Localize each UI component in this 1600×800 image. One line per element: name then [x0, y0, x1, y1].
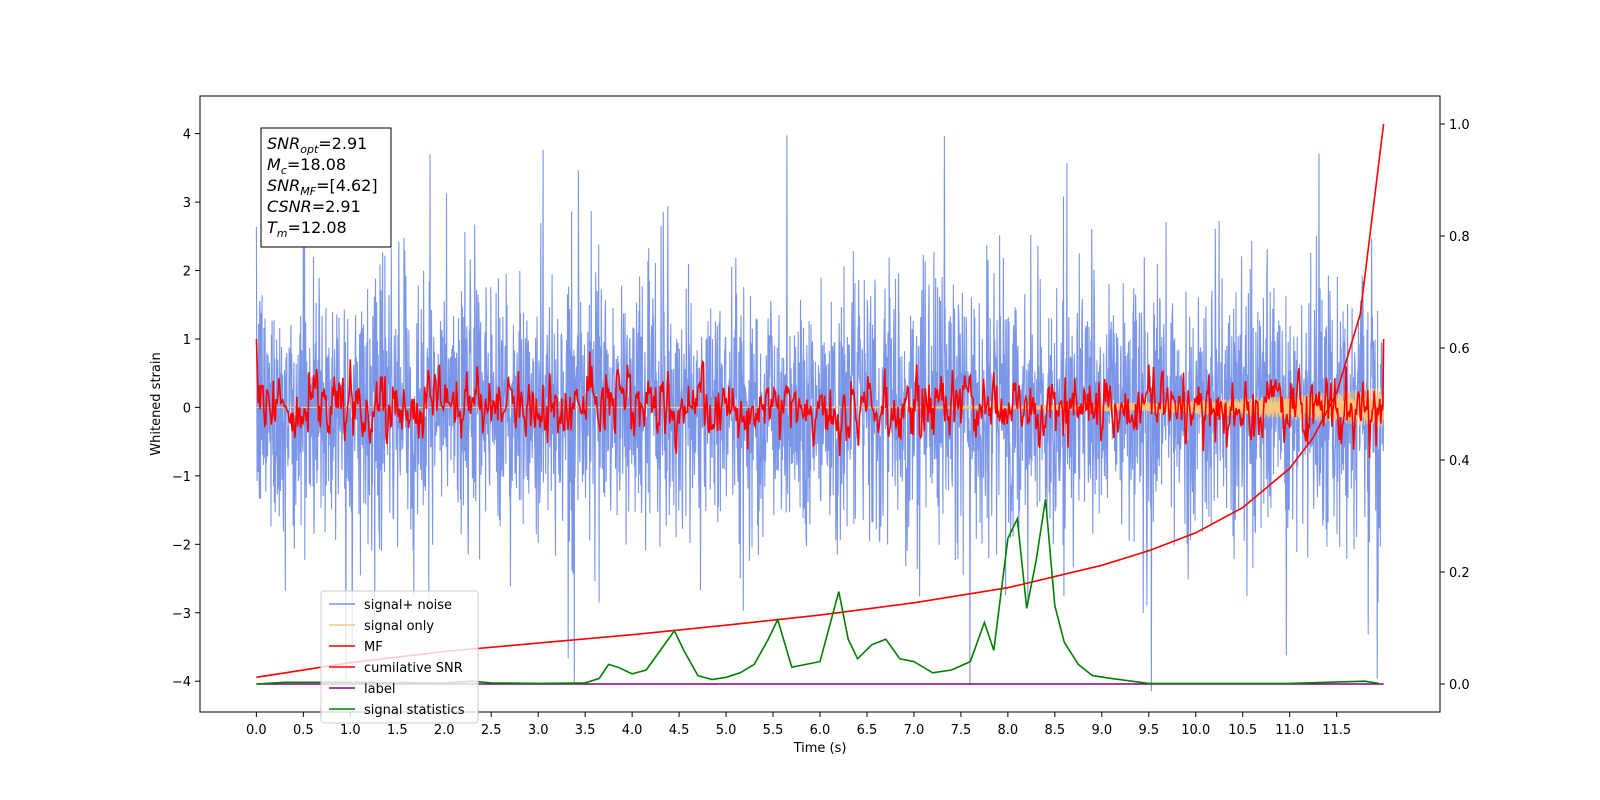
x-tick-label: 11.5 [1322, 723, 1351, 738]
x-tick-label: 4.0 [622, 723, 643, 738]
y-tick-label: −2 [172, 538, 191, 553]
x-tick-label: 2.5 [481, 723, 502, 738]
x-tick-label: 3.5 [575, 723, 596, 738]
x-tick-label: 5.5 [763, 723, 784, 738]
x-tick-label: 2.0 [434, 723, 455, 738]
y-tick-label: 2 [183, 265, 191, 280]
x-tick-label: 8.5 [1045, 723, 1066, 738]
y-tick-label: 0 [183, 401, 191, 416]
x-tick-label: 0.0 [246, 723, 267, 738]
x-tick-label: 4.5 [669, 723, 690, 738]
x-tick-label: 7.0 [904, 723, 925, 738]
legend-label: signal statistics [364, 703, 465, 718]
legend-label: label [364, 682, 395, 697]
y2-tick-label: 0.6 [1449, 342, 1470, 357]
y-tick-label: 3 [183, 196, 191, 211]
series-mf-line [255, 338, 1385, 458]
series-signal-noise-line [255, 134, 1385, 692]
series-signal-statistics-line [256, 499, 1380, 685]
x-axis-label: Time (s) [793, 741, 847, 756]
legend-label: MF [364, 640, 383, 655]
legend-frame [320, 590, 479, 724]
x-tick-label: 7.5 [951, 723, 972, 738]
y2-tick-label: 0.4 [1449, 454, 1470, 469]
x-tick-label: 9.0 [1091, 723, 1112, 738]
legend-label: signal+ noise [364, 598, 452, 613]
info-line: Tm=12.08 [267, 218, 347, 240]
y-axis-label: Whitened strain [149, 352, 164, 455]
y2-tick-label: 1.0 [1449, 118, 1470, 133]
y-tick-label: −1 [172, 470, 191, 485]
y-tick-label: 4 [183, 128, 191, 143]
y2-tick-label: 0.2 [1449, 566, 1470, 581]
y-tick-label: −4 [172, 675, 191, 690]
legend: signal+ noise signal only MF cumilative SNR… [320, 590, 479, 724]
x-tick-label: 1.0 [340, 723, 361, 738]
info-line: CSNR=2.91 [267, 197, 361, 216]
x-tick-label: 8.0 [998, 723, 1019, 738]
series-cumulative-snr-line [256, 123, 1385, 679]
x-tick-label: 1.5 [387, 723, 408, 738]
y2-tick-label: 0.0 [1449, 678, 1470, 693]
x-tick-label: 6.0 [810, 723, 831, 738]
y-tick-label: 1 [183, 333, 191, 348]
y2-tick-label: 0.8 [1449, 230, 1470, 245]
legend-label: cumilative SNR [364, 661, 463, 676]
x-tick-label: 6.5 [857, 723, 878, 738]
x-tick-label: 11.0 [1275, 723, 1304, 738]
info-line: Mc=18.08 [267, 155, 346, 177]
x-tick-label: 3.0 [528, 723, 549, 738]
x-tick-label: 10.0 [1181, 723, 1210, 738]
info-box: SNRopt=2.91Mc=18.08SNRMF=[4.62]CSNR=2.91… [260, 127, 392, 248]
x-tick-label: 0.5 [293, 723, 314, 738]
info-line: SNRMF=[4.62] [267, 176, 378, 198]
x-tick-label: 5.0 [716, 723, 737, 738]
x-tick-label: 9.5 [1138, 723, 1159, 738]
info-line: SNRopt=2.91 [267, 134, 367, 156]
y-tick-label: −3 [172, 607, 191, 622]
legend-label: signal only [364, 619, 434, 634]
x-tick-label: 10.5 [1228, 723, 1257, 738]
info-box-frame [260, 127, 392, 248]
